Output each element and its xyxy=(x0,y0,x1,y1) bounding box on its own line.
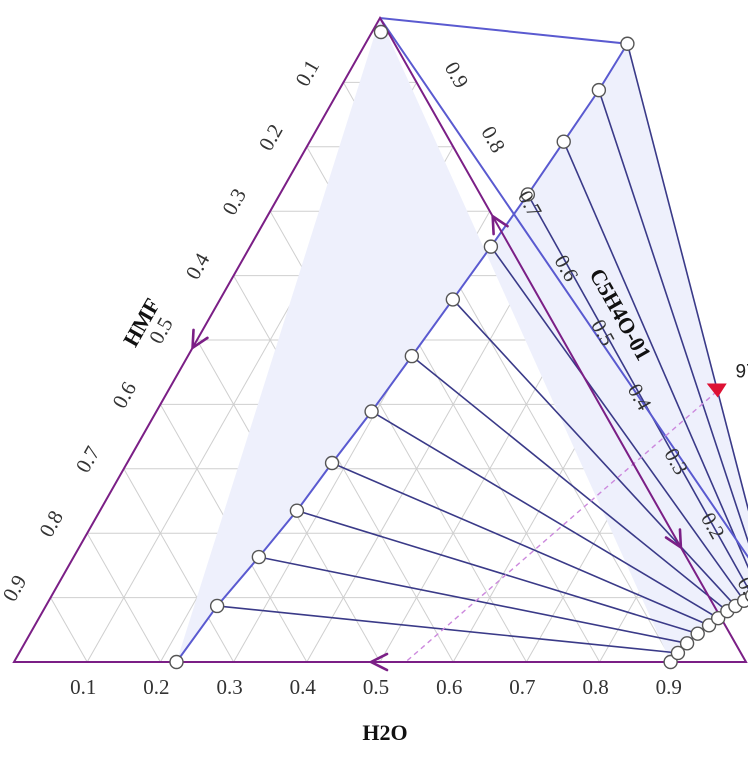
tie-line-endpoint xyxy=(520,187,536,202)
tick-label-bottom: 0.5 xyxy=(363,675,389,699)
tick-label-bottom: 0.7 xyxy=(509,675,535,699)
tie-line-endpoint xyxy=(404,348,420,364)
tick-label-bottom: 0.6 xyxy=(436,675,462,699)
marker-layer xyxy=(169,24,748,670)
tie-line-endpoint xyxy=(591,82,607,98)
arrow-h2o-icon xyxy=(369,652,389,672)
tick-label-bottom: 0.3 xyxy=(216,675,242,699)
tick-label-right: 0.9 xyxy=(440,58,474,93)
tie-line xyxy=(411,355,728,612)
triangle-frame xyxy=(12,15,748,663)
tie-line xyxy=(217,605,679,654)
tie-line-endpoint xyxy=(445,292,461,307)
temperature-guide-line xyxy=(405,390,718,663)
tick-label-bottom: 0.4 xyxy=(290,675,317,699)
tick-label-left: 0.3 xyxy=(217,184,251,219)
tie-line-endpoint xyxy=(289,503,305,518)
arrow-c5h4o-down-icon xyxy=(664,528,683,549)
arrow-hmf-icon xyxy=(191,328,209,350)
arrow-c5h4o-up-icon xyxy=(491,214,509,236)
grid-line xyxy=(379,339,564,663)
tick-label-left: 0.1 xyxy=(290,56,324,91)
two-phase-region xyxy=(176,18,748,662)
tie-line xyxy=(527,194,748,590)
plait-point xyxy=(373,24,389,40)
temperature-label: 97.73 C xyxy=(735,362,748,383)
tie-line-endpoint xyxy=(324,455,340,471)
tie-line xyxy=(331,462,710,627)
tie-line xyxy=(490,246,745,602)
tie-line-endpoint xyxy=(251,549,267,565)
tie-line-endpoint xyxy=(679,636,695,651)
tie-line-endpoint xyxy=(620,36,635,51)
tie-line-endpoint xyxy=(690,626,705,641)
tick-label-bottom: 0.1 xyxy=(70,675,96,699)
tick-label-bottom: 0.2 xyxy=(143,675,169,699)
tie-line xyxy=(626,43,748,512)
tie-line xyxy=(562,141,748,569)
tie-line-endpoint xyxy=(209,598,225,614)
tie-line-endpoint xyxy=(556,134,571,149)
bottom-tick-labels: 0.1 0.2 0.3 0.4 0.5 0.6 0.7 0.8 0.9 xyxy=(70,675,682,699)
axis-title-h2o: H2O xyxy=(362,720,407,745)
grid-line xyxy=(233,275,454,663)
grid-line xyxy=(86,532,161,663)
tie-line-endpoint xyxy=(169,654,184,670)
tie-line-endpoint xyxy=(483,239,499,254)
tie-line xyxy=(598,89,748,544)
grid-line xyxy=(123,468,235,663)
tie-line-layer xyxy=(176,43,748,663)
grid-line xyxy=(50,597,88,663)
tick-label-left: 0.7 xyxy=(71,442,105,477)
tick-label-right: 0.8 xyxy=(476,122,510,157)
tick-label-bottom: 0.9 xyxy=(656,675,682,699)
tick-label-left: 0.6 xyxy=(107,378,141,413)
tie-line xyxy=(371,410,719,619)
tie-line-endpoint xyxy=(364,404,379,419)
tie-line xyxy=(296,509,698,635)
tie-line-endpoint xyxy=(670,645,686,661)
tie-line-endpoint xyxy=(745,589,748,602)
tick-label-bottom: 0.8 xyxy=(582,675,608,699)
phase1-curve xyxy=(175,17,630,663)
tie-line xyxy=(258,556,688,645)
arrow-layer xyxy=(191,214,683,672)
tick-label-left: 0.4 xyxy=(181,248,215,283)
tick-label-left: 0.9 xyxy=(0,571,31,606)
tick-label-left: 0.2 xyxy=(254,120,288,155)
tick-label-left: 0.8 xyxy=(34,506,68,541)
temperature-marker xyxy=(706,383,727,398)
tie-line xyxy=(452,298,736,607)
